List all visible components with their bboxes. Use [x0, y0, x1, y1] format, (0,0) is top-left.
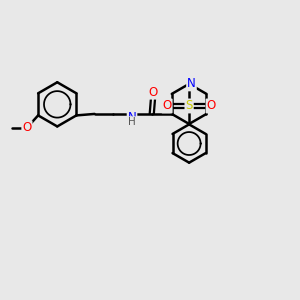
- Text: N: N: [187, 77, 196, 90]
- Text: O: O: [22, 121, 32, 134]
- Text: S: S: [185, 100, 193, 112]
- Text: O: O: [207, 100, 216, 112]
- Text: O: O: [148, 85, 158, 99]
- Text: N: N: [128, 111, 136, 124]
- Text: H: H: [128, 117, 136, 127]
- Text: O: O: [162, 100, 172, 112]
